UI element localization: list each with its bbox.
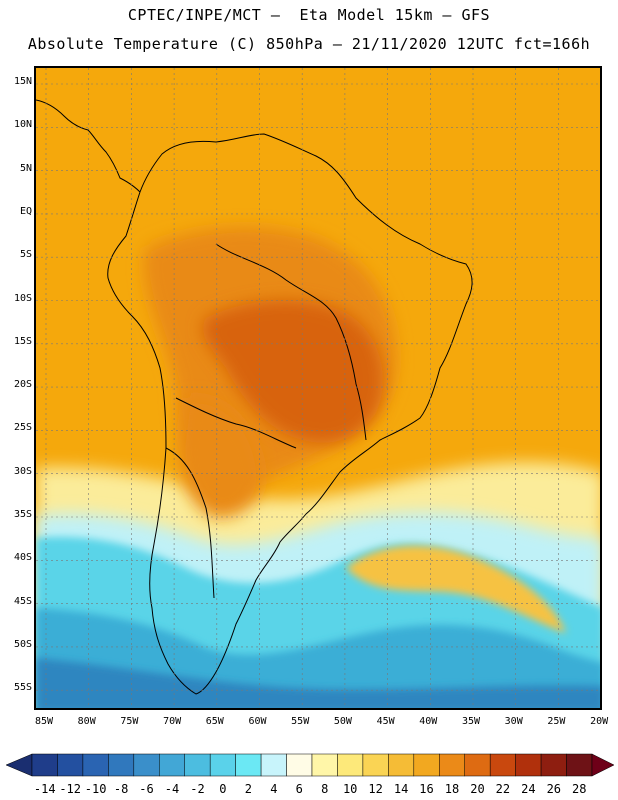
lon-label: 30W <box>504 716 523 727</box>
lat-label: 30S <box>13 465 32 477</box>
colorbar-swatch <box>566 753 593 777</box>
argentina-border <box>175 397 297 449</box>
colorbar-swatch <box>362 753 389 777</box>
colorbar-label: 12 <box>368 782 383 796</box>
lat-label: 15S <box>13 335 32 347</box>
colorbar-swatch <box>515 753 542 777</box>
lon-label: 45W <box>376 716 395 727</box>
hot-core <box>202 300 383 443</box>
lat-label: 25S <box>13 422 32 434</box>
lat-label: 50S <box>13 638 32 650</box>
colorbar-label: 10 <box>342 782 358 796</box>
colorbar-label: 18 <box>444 782 460 796</box>
lat-label: 45S <box>13 595 32 607</box>
lat-label: 5S <box>19 249 32 261</box>
colorbar-label: -10 <box>84 782 107 796</box>
colorbar-swatch <box>439 753 465 777</box>
colorbar-swatch <box>235 753 262 777</box>
lat-label: 20S <box>13 379 32 391</box>
lat-label: 35S <box>13 509 32 520</box>
lon-label: 40W <box>419 716 438 727</box>
south-america-coast <box>107 133 473 695</box>
colorbar-swatch <box>464 753 491 777</box>
colorbar-swatch <box>260 753 287 777</box>
colorbar-swatch <box>57 753 84 777</box>
colorbar-swatch <box>209 753 236 777</box>
colorbar-label: 24 <box>521 782 536 796</box>
lat-label: EQ <box>19 205 32 217</box>
colorbar-swatch <box>184 753 211 777</box>
colorbar-swatch <box>413 753 440 777</box>
colorbar-under-arrow <box>5 753 33 777</box>
lon-label: 25W <box>547 716 566 727</box>
colorbar-label: 28 <box>572 782 587 796</box>
lon-label: 60W <box>248 716 267 727</box>
lon-label: 70W <box>163 716 182 727</box>
colorbar-label: -4 <box>164 782 180 796</box>
lat-label: 15N <box>13 76 32 87</box>
warm-intrusion <box>346 545 566 633</box>
colorbar-swatch <box>540 753 567 777</box>
coldest-band <box>36 658 600 708</box>
lon-label: 50W <box>333 716 352 727</box>
colorbar-label: 0 <box>219 782 227 796</box>
colorbar-label: 8 <box>321 782 329 796</box>
colorbar-swatch <box>311 753 338 777</box>
lon-label: 75W <box>120 716 139 727</box>
colorbar-label: -12 <box>59 782 82 796</box>
colorbar-swatch <box>337 753 364 777</box>
temperature-field <box>36 68 600 708</box>
colorbar-label: 14 <box>393 782 409 796</box>
brazil-border <box>215 243 367 441</box>
colorbar-swatch <box>108 753 135 777</box>
colorbar-label: -8 <box>113 782 129 796</box>
lon-label: 85W <box>34 716 54 727</box>
colorbar-label: 2 <box>244 782 252 796</box>
colorbar-label: 26 <box>546 782 562 796</box>
lon-label: 65W <box>205 716 224 727</box>
colorbar-swatch <box>388 753 415 777</box>
lat-label: 5N <box>19 162 32 174</box>
map-title-line-1: CPTEC/INPE/MCT – Eta Model 15km – GFS <box>127 6 491 24</box>
colorbar-label: 20 <box>470 782 485 796</box>
interior-warm-field <box>179 397 262 518</box>
colorbar-label: -6 <box>139 782 154 796</box>
lon-label: 55W <box>291 716 310 727</box>
map-title-line-2: Absolute Temperature (C) 850hPa – 21/11/… <box>27 35 591 53</box>
central-america-coast <box>36 99 141 193</box>
lon-label: 80W <box>77 716 96 727</box>
colorbar-label: 16 <box>419 782 434 796</box>
colorbar-over-arrow <box>591 753 615 777</box>
colorbar <box>5 753 615 777</box>
colorbar-swatch <box>31 753 58 777</box>
colorbar-label: 4 <box>270 782 278 796</box>
colorbar-swatch <box>286 753 313 777</box>
colorbar-label: 22 <box>495 782 511 796</box>
colorbar-swatch <box>82 753 109 777</box>
colorbar-swatch <box>133 753 160 777</box>
lon-label: 35W <box>461 716 481 727</box>
andes-border <box>165 447 215 599</box>
lat-label: 10N <box>13 119 32 131</box>
lon-label: 20W <box>590 716 609 727</box>
lat-label: 55S <box>13 682 32 694</box>
colorbar-label: -2 <box>190 782 205 796</box>
lat-label: 10S <box>13 292 32 304</box>
lat-label: 40S <box>13 552 32 564</box>
coastlines <box>36 99 473 695</box>
colorbar-swatch <box>159 753 185 777</box>
temperature-map[interactable] <box>34 66 602 710</box>
colorbar-swatch <box>489 753 516 777</box>
graticule <box>36 68 600 708</box>
colorbar-label: 6 <box>295 782 303 796</box>
colorbar-label: -14 <box>33 782 56 796</box>
